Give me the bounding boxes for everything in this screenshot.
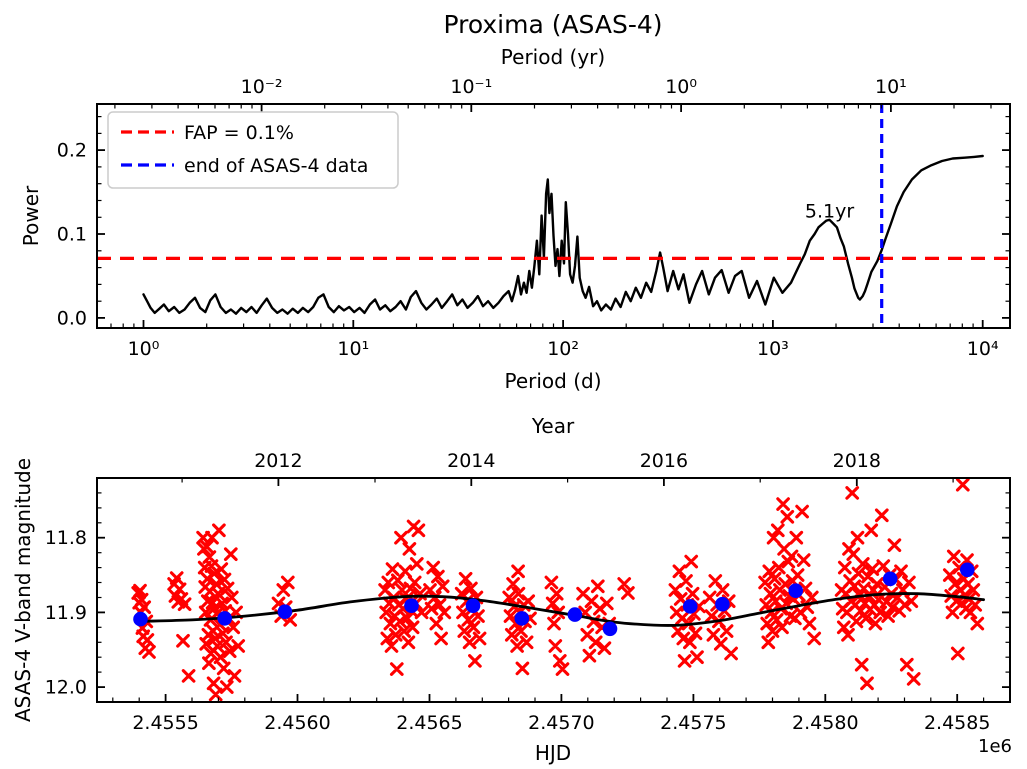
period-d-axis-label: Period (d)	[504, 369, 601, 393]
smoothed-curve	[137, 592, 985, 627]
binned-means-point	[465, 598, 481, 613]
tick-label: 2018	[833, 450, 881, 472]
tick-label: 10²	[547, 338, 579, 360]
power-axis-label: Power	[19, 185, 43, 246]
top-period-yr-label: Period (yr)	[501, 45, 605, 69]
binned-means-point	[404, 598, 419, 613]
tick-label: 2.4560	[264, 712, 330, 734]
hjd-axis-label: HJD	[535, 741, 571, 765]
axis-offset-multiplier: 1e6	[978, 736, 1012, 757]
tick-label: 2014	[447, 450, 495, 472]
binned-means-point	[960, 562, 975, 578]
tick-label: 2.4570	[528, 712, 594, 734]
magnitude-axis-label: ASAS-4 V-band magnitude	[11, 458, 35, 722]
tick-label: 2.4585	[924, 712, 990, 734]
period-annotation: 5.1yr	[805, 200, 854, 222]
tick-label: 10⁻²	[241, 76, 283, 98]
legend-frame	[107, 111, 399, 189]
legend: FAP = 0.1% end of ASAS-4 data	[107, 111, 399, 189]
axes-spines	[96, 477, 1011, 703]
tick-label: 10⁰	[665, 76, 697, 98]
tick-label: 10¹	[875, 76, 907, 98]
generated-chart-layer: 5.1yr 10⁰ 10¹ 10² 10³ 10⁴ 10⁻² 10⁻¹ 10⁰ 10¹ 0.0 0.1…	[45, 76, 1011, 734]
binned-means-point	[602, 621, 618, 637]
tick-label: 2.4565	[396, 712, 462, 734]
tick-label: 10⁰	[128, 338, 160, 360]
panel-1: 2.4555 2.4560 2.4565 2.4570 2.4575 2.4580 2.45…	[45, 450, 1011, 734]
binned-means-point	[217, 611, 232, 626]
tick-label: 0.1	[57, 224, 87, 246]
tick-label: 10³	[757, 338, 789, 360]
binned-means-point	[514, 611, 530, 626]
tick-label: 10¹	[337, 338, 369, 360]
figure-title: Proxima (ASAS-4)	[443, 10, 662, 39]
binned-means-point	[788, 583, 803, 598]
tick-label: 0.0	[57, 307, 87, 329]
periodogram	[142, 154, 984, 315]
tick-label: 10⁻¹	[450, 76, 492, 98]
tick-label: 2.4580	[792, 712, 858, 734]
tick-label: 11.8	[45, 527, 87, 549]
tick-label: 10⁴	[967, 338, 999, 360]
tick-label: 11.9	[45, 602, 87, 624]
binned-means-point	[133, 611, 148, 627]
tick-label: 2.4555	[132, 712, 198, 734]
binned-means-point	[882, 571, 898, 587]
legend-label-end-of-data: end of ASAS-4 data	[184, 155, 368, 177]
legend-label-fap: FAP = 0.1%	[184, 122, 294, 144]
tick-label: 2012	[254, 450, 302, 472]
tick-label: 12.0	[45, 677, 87, 699]
binned-means-point	[715, 596, 730, 612]
tick-label: 2016	[640, 450, 688, 472]
panel-0: 5.1yr 10⁰ 10¹ 10² 10³ 10⁴ 10⁻² 10⁻¹ 10⁰ 10¹ 0.0 0.1…	[57, 76, 1011, 360]
binned-means-point	[682, 599, 698, 614]
binned-means-point	[567, 607, 583, 622]
tick-label: 0.2	[57, 140, 87, 162]
asas4-v-measurements	[131, 477, 985, 702]
binned-means-point	[277, 604, 293, 619]
tick-label: 2.4575	[660, 712, 726, 734]
year-axis-label: Year	[531, 414, 575, 438]
